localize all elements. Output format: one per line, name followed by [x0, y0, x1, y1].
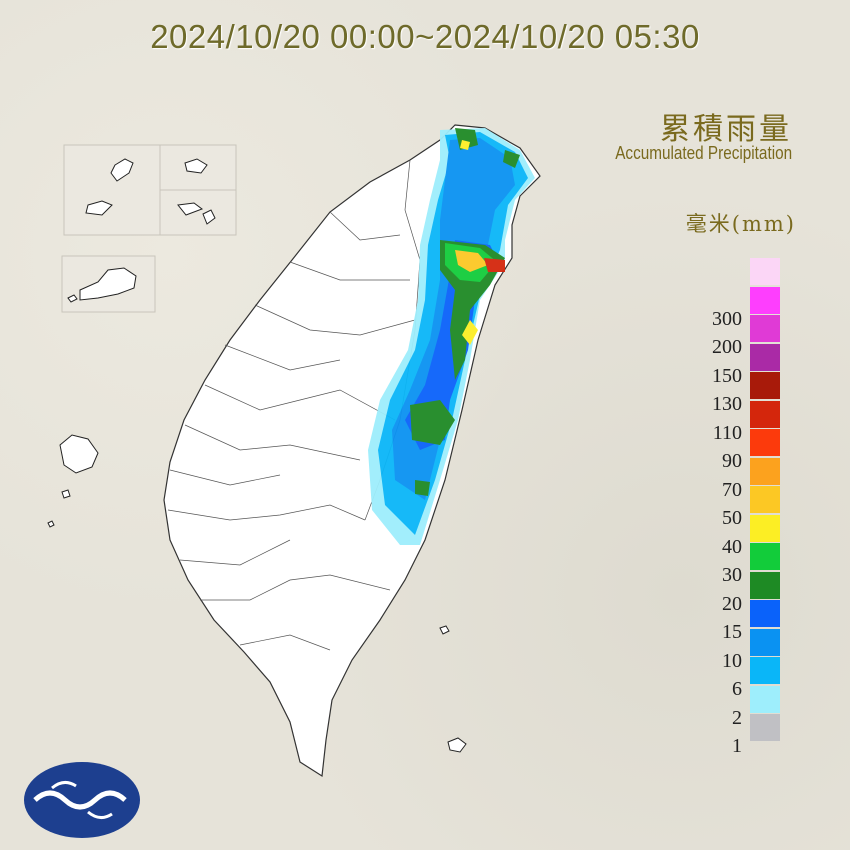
legend-unit: 毫米(mm)	[685, 212, 796, 236]
inset-matsu	[63, 144, 237, 236]
penghu-islands	[47, 434, 99, 528]
legend-swatch	[750, 258, 780, 285]
legend-label: 200	[712, 336, 742, 358]
legend-swatch	[750, 514, 780, 542]
orchid-island	[447, 737, 467, 753]
legend-swatch	[750, 685, 780, 713]
legend-title-zh: 累積雨量	[660, 112, 792, 147]
cwa-logo	[24, 762, 140, 838]
legend-swatch	[750, 343, 780, 371]
legend-label: 20	[722, 592, 742, 615]
legend-swatch	[750, 457, 780, 485]
legend-label: 6	[732, 678, 742, 700]
legend-label: 30	[722, 564, 742, 586]
legend-swatch	[750, 600, 780, 627]
legend-label: 70	[722, 478, 742, 501]
legend-swatch	[750, 372, 780, 399]
legend-label: 150	[712, 364, 742, 387]
legend-label: 110	[712, 421, 742, 444]
legend-swatch	[750, 400, 780, 428]
legend-swatch	[750, 571, 780, 599]
legend-label: 10	[722, 649, 742, 672]
legend-label: 1	[732, 735, 742, 757]
legend-label: 2	[732, 706, 742, 729]
legend-swatch	[750, 714, 780, 741]
map-title: 2024/10/20 00:00~2024/10/20 05:30	[150, 18, 700, 55]
legend-color-bar	[750, 258, 780, 743]
legend-swatch	[750, 543, 780, 570]
legend-swatch	[750, 315, 780, 342]
legend-swatch	[750, 429, 780, 456]
legend-label: 40	[722, 535, 742, 558]
inset-kinmen	[61, 255, 156, 313]
legend-swatch	[750, 657, 780, 684]
legend-label: 90	[722, 450, 742, 472]
legend-swatch	[750, 286, 780, 314]
legend-swatch	[750, 486, 780, 513]
legend-label: 50	[722, 507, 742, 529]
legend-label: 300	[712, 307, 742, 330]
legend-label: 130	[712, 393, 742, 415]
legend-swatch	[750, 628, 780, 656]
legend-label: 15	[722, 621, 742, 643]
legend-title-en: Accumulated Precipitation	[615, 143, 792, 163]
green-island	[439, 625, 450, 635]
rainfall-overlay	[368, 128, 535, 545]
